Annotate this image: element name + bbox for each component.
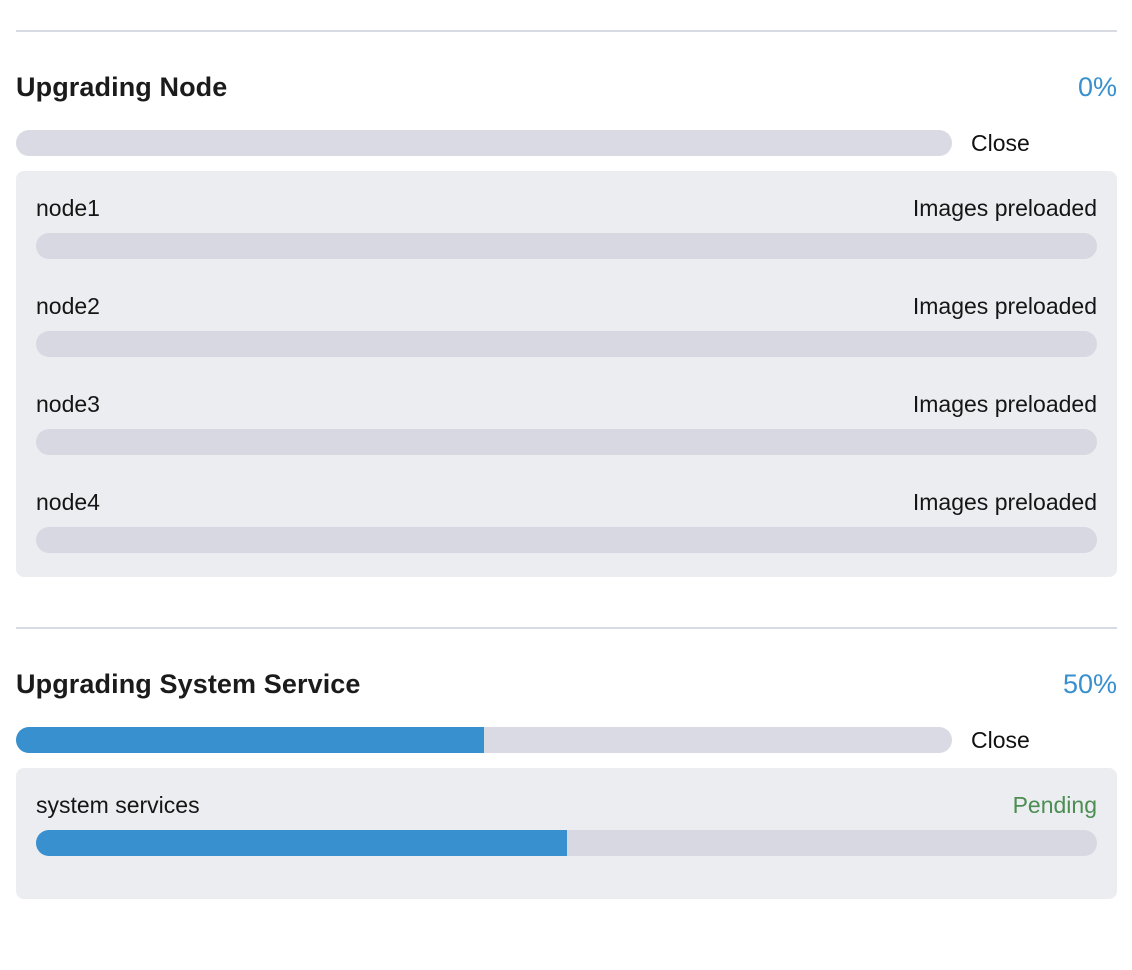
item-status: Images preloaded	[912, 195, 1097, 221]
progress-row: system services Pending	[36, 792, 1097, 856]
overall-progress-row: Close	[16, 727, 1117, 753]
section-header: Upgrading System Service 50%	[16, 669, 1117, 700]
item-progress-bar	[36, 830, 1097, 856]
node-progress-panel: node1 Images preloaded node2 Images prel…	[16, 171, 1117, 577]
item-status: Images preloaded	[912, 489, 1097, 515]
item-progress-fill	[36, 830, 567, 856]
top-divider	[16, 30, 1117, 32]
item-name: node2	[36, 293, 100, 319]
progress-row: node2 Images preloaded	[36, 293, 1097, 357]
section-percent: 50%	[1062, 669, 1117, 699]
item-progress-bar	[36, 233, 1097, 259]
item-name: node4	[36, 489, 100, 515]
progress-row: node4 Images preloaded	[36, 489, 1097, 553]
section-title: Upgrading System Service	[16, 669, 361, 699]
item-progress-bar	[36, 429, 1097, 455]
overall-progress-bar	[16, 727, 952, 753]
close-button[interactable]: Close	[971, 727, 1030, 753]
overall-progress-fill	[16, 727, 484, 753]
item-status: Images preloaded	[912, 293, 1097, 319]
section-percent: 0%	[1077, 72, 1117, 102]
item-status: Pending	[1012, 792, 1097, 818]
section-header: Upgrading Node 0%	[16, 72, 1117, 103]
item-status: Images preloaded	[912, 391, 1097, 417]
section-title: Upgrading Node	[16, 72, 228, 102]
overall-progress-bar	[16, 130, 952, 156]
item-name: node3	[36, 391, 100, 417]
progress-row: node3 Images preloaded	[36, 391, 1097, 455]
item-name: system services	[36, 792, 200, 818]
overall-progress-row: Close	[16, 130, 1117, 156]
section-upgrading-node: Upgrading Node 0% Close node1 Images pre…	[16, 72, 1117, 577]
section-divider	[16, 627, 1117, 629]
section-upgrading-system-service: Upgrading System Service 50% Close syste…	[16, 669, 1117, 899]
item-progress-bar	[36, 527, 1097, 553]
close-button[interactable]: Close	[971, 130, 1030, 156]
item-progress-bar	[36, 331, 1097, 357]
service-progress-panel: system services Pending	[16, 768, 1117, 899]
item-name: node1	[36, 195, 100, 221]
progress-row: node1 Images preloaded	[36, 195, 1097, 259]
